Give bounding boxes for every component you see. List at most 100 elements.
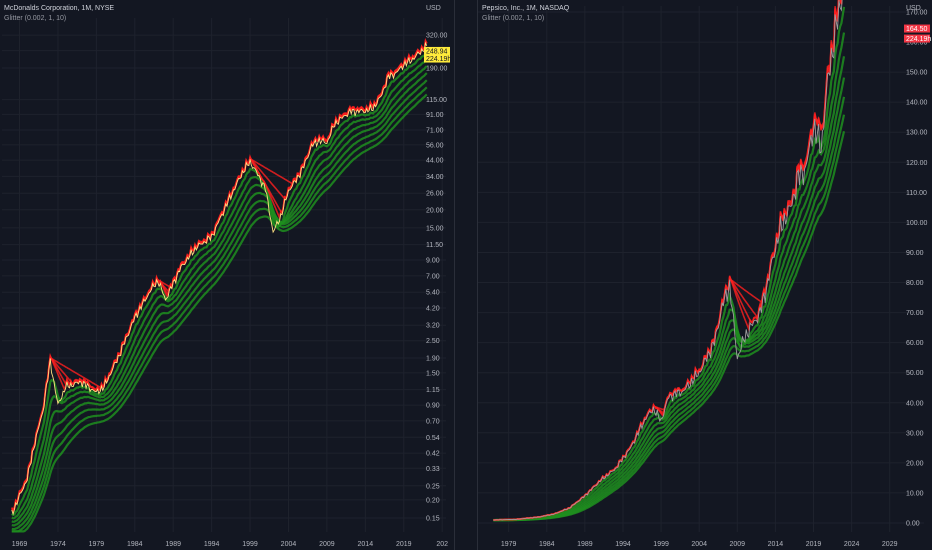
mcd-y-tick-label: 5.40: [426, 290, 440, 297]
mcd-y-tick-label: 0.54: [426, 435, 440, 442]
mcd-y-tick-label: 0.15: [426, 515, 440, 522]
pep-x-tick-label: 1994: [615, 541, 631, 548]
pep-y-tick-label: 70.00: [906, 310, 924, 317]
pep-x-tick-label: 1979: [501, 541, 517, 548]
mcd-y-axis: 320.00250.00190.00115.0091.0071.0056.004…: [426, 5, 448, 522]
mcd-y-tick-label: 44.00: [426, 158, 444, 165]
mcd-y-tick-label: 0.70: [426, 418, 440, 425]
mcd-y-tick-label: 26.00: [426, 191, 444, 198]
mcd-y-tick-label: 4.20: [426, 306, 440, 313]
mcd-y-tick-label: 1.50: [426, 370, 440, 377]
pep-y-tick-label: 10.00: [906, 490, 924, 497]
mcd-legend: McDonalds Corporation, 1M, NYSE Glitter …: [4, 4, 114, 24]
pep-x-axis: 1979 1984 1989 1994 1999 2004 2009 2014 2019 2024…: [501, 541, 898, 548]
mcd-y-tick-label: 3.20: [426, 323, 440, 330]
mcd-glitter-bands: [11, 37, 428, 533]
pep-chart-title: Pepsico, Inc., 1M, NASDAQ: [482, 5, 570, 12]
pep-x-tick-label: 2004: [691, 541, 707, 548]
mcd-green-band: [11, 72, 428, 527]
mcd-price-label-bg: [424, 46, 450, 55]
pep-legend: Pepsico, Inc., 1M, NASDAQ Glitter (0.002…: [482, 4, 569, 24]
pep-chart-svg[interactable]: 170.00 160.00 150.00 140.00 130.00 120.00 110.…: [478, 0, 932, 550]
pep-red-band: [493, 0, 843, 521]
mcd-chart-title: McDonalds Corporation, 1M, NYSE: [4, 5, 115, 12]
pep-gridlines: [478, 6, 924, 532]
pane-divider[interactable]: [454, 0, 478, 550]
mcd-y-tick-label: 91.00: [426, 112, 444, 119]
pep-price-label: 164.50: [904, 24, 930, 33]
mcd-gridlines: [2, 18, 446, 532]
pep-price-label-text: 224.19h: [906, 36, 931, 43]
mcd-y-tick-label: 1.15: [426, 387, 440, 394]
pep-y-tick-label: 100.00: [906, 220, 928, 227]
pep-x-tick-label: 2024: [844, 541, 860, 548]
mcd-chart-svg[interactable]: 320.00250.00190.00115.0091.0071.0056.004…: [0, 0, 454, 550]
mcd-x-tick-label: 1969: [12, 541, 28, 548]
pep-y-tick-label: 120.00: [906, 160, 928, 167]
mcd-y-tick-label: 320.00: [426, 33, 448, 40]
mcd-y-tick-label: 115.00: [426, 97, 447, 104]
mcd-x-axis: 1969 1974 1979 1984 1989 1994 1999 2004 2009 2014…: [12, 541, 448, 548]
pep-green-band: [493, 77, 846, 522]
mcd-x-tick-label: 1979: [89, 541, 105, 548]
pep-y-unit-label: USD: [906, 5, 921, 12]
pep-y-tick-label: 160.00: [906, 40, 928, 47]
mcd-y-tick-label: 15.00: [426, 225, 444, 232]
mcd-y-tick-label: 1.90: [426, 356, 440, 363]
mcd-y-tick-label: 190.00: [426, 65, 448, 72]
pep-y-tick-label: 50.00: [906, 370, 924, 377]
mcd-price-label: 248.94: [424, 46, 450, 55]
pep-y-tick-label: 90.00: [906, 250, 924, 257]
pep-x-tick-label: 2014: [768, 541, 784, 548]
mcd-x-tick-label: 2019: [396, 541, 412, 548]
pep-red-band: [493, 0, 843, 521]
pep-y-tick-label: 140.00: [906, 100, 928, 107]
mcd-y-tick-label: 0.33: [426, 466, 440, 473]
mcd-x-tick-label: 1999: [242, 541, 258, 548]
mcd-x-tick-label: 2009: [319, 541, 335, 548]
pep-y-tick-label: 80.00: [906, 280, 924, 287]
pep-price-label-bg: [904, 34, 930, 43]
pep-x-tick-label: 1999: [653, 541, 669, 548]
pep-price-label-text: 164.50: [906, 26, 928, 33]
mcd-x-tick-label: 1974: [50, 541, 66, 548]
mcd-indicator-label: Glitter (0.002, 1, 10): [4, 15, 67, 22]
mcd-red-band: [11, 37, 428, 513]
mcd-x-tick-label: 1984: [127, 541, 143, 548]
mcd-price-label-text: 248.94: [426, 48, 448, 55]
pep-y-tick-label: 170.00: [906, 10, 928, 17]
pep-y-tick-label: 20.00: [906, 460, 924, 467]
pep-y-tick-label: 60.00: [906, 340, 924, 347]
mcd-green-band: [11, 93, 428, 533]
mcd-x-tick-label: 2004: [281, 541, 297, 548]
chart-pane-mcdonalds[interactable]: 320.00250.00190.00115.0091.0071.0056.004…: [0, 0, 454, 550]
pep-y-tick-label: 0.00: [906, 520, 920, 527]
pep-y-tick-label: 40.00: [906, 400, 924, 407]
mcd-y-tick-label: 71.00: [426, 127, 444, 134]
mcd-y-tick-label: 11.50: [426, 242, 443, 249]
mcd-price-label-bg: [424, 54, 450, 63]
pep-red-band: [493, 0, 843, 521]
mcd-y-tick-label: 0.90: [426, 403, 440, 410]
pep-x-tick-label: 2009: [730, 541, 746, 548]
mcd-y-tick-label: 0.20: [426, 497, 440, 504]
pep-green-band: [493, 130, 846, 522]
pep-y-tick-label: 150.00: [906, 70, 928, 77]
pep-y-tick-label: 30.00: [906, 430, 924, 437]
pep-indicator-label: Glitter (0.002, 1, 10): [482, 15, 545, 22]
pep-glitter-bands: [493, 0, 846, 522]
mcd-y-tick-label: 9.00: [426, 258, 440, 265]
pep-x-tick-label: 1989: [577, 541, 593, 548]
mcd-y-tick-label: 2.50: [426, 338, 440, 345]
mcd-green-band: [11, 65, 428, 523]
pep-price-label: 224.19h: [904, 34, 931, 43]
mcd-green-band: [11, 86, 428, 533]
mcd-x-tick-label: 2014: [358, 541, 374, 548]
chart-pane-pepsico[interactable]: 170.00 160.00 150.00 140.00 130.00 120.00 110.…: [478, 0, 932, 550]
mcd-green-band: [11, 79, 428, 531]
pep-y-tick-label: 110.00: [906, 190, 927, 197]
mcd-y-tick-label: 34.00: [426, 174, 444, 181]
mcd-y-tick-label: 20.00: [426, 207, 444, 214]
mcd-y-tick-label: 56.00: [426, 142, 444, 149]
mcd-y-unit-label: USD: [426, 5, 441, 12]
